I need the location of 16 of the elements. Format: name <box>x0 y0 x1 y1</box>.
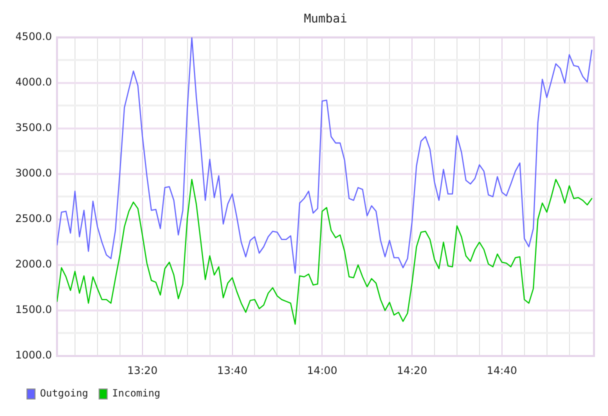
x-tick-label: 14:00 <box>306 365 338 378</box>
y-tick-label: 2500.0 <box>15 213 52 226</box>
x-tick-label: 13:20 <box>127 365 158 378</box>
x-tick-label: 14:20 <box>396 365 428 378</box>
x-tick-label: 14:40 <box>486 365 518 378</box>
x-tick-label: 13:40 <box>217 365 248 378</box>
y-tick-label: 1500.0 <box>15 304 52 316</box>
chart-title: Mumbai <box>304 11 348 26</box>
legend-label: Incoming <box>112 388 160 400</box>
legend-label: Outgoing <box>40 388 88 400</box>
y-tick-label: 4000.0 <box>15 76 52 89</box>
y-tick-label: 1000.0 <box>15 350 52 362</box>
y-tick-label: 4500.0 <box>15 31 52 44</box>
y-tick-label: 3000.0 <box>15 168 52 180</box>
y-tick-label: 2000.0 <box>15 258 52 271</box>
y-tick-label: 3500.0 <box>15 122 52 134</box>
